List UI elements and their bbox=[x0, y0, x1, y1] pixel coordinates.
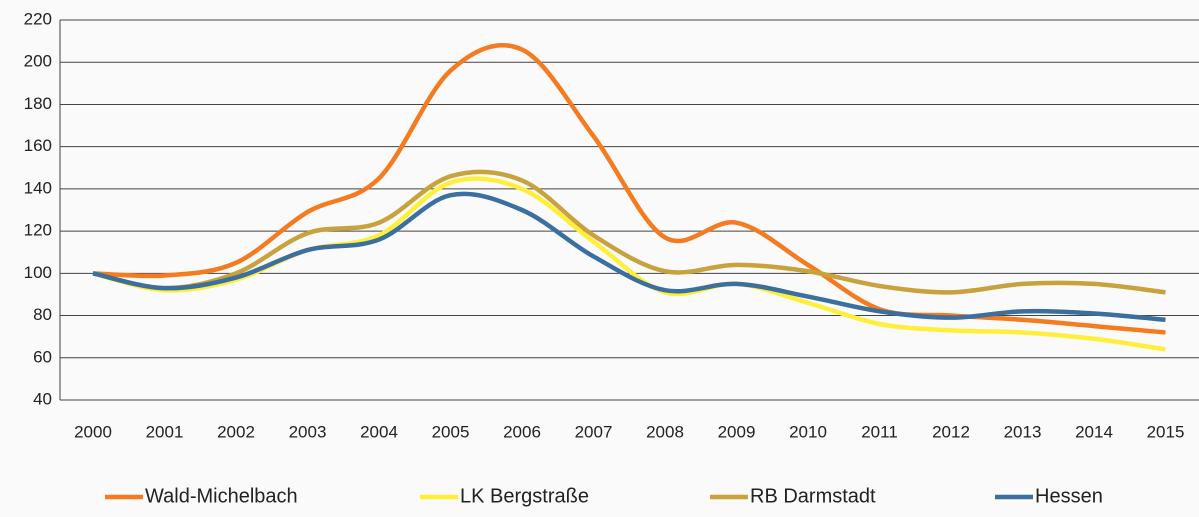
series-line bbox=[92, 169, 1166, 295]
x-tick-label: 2004 bbox=[360, 422, 398, 441]
x-tick-label: 2011 bbox=[861, 422, 898, 441]
x-tick-label: 2014 bbox=[1075, 422, 1113, 441]
y-tick-label: 160 bbox=[24, 136, 52, 155]
x-tick-label: 2005 bbox=[432, 422, 470, 441]
legend-label: Wald-Michelbach bbox=[145, 485, 298, 507]
x-tick-label: 2007 bbox=[575, 422, 613, 441]
x-tick-label: 2012 bbox=[932, 422, 970, 441]
legend-label: LK Bergstraße bbox=[460, 485, 589, 507]
x-tick-label: 2009 bbox=[718, 422, 756, 441]
legend-label: Hessen bbox=[1035, 485, 1103, 507]
x-tick-label: 2002 bbox=[217, 422, 255, 441]
x-tick-label: 2008 bbox=[646, 422, 684, 441]
y-tick-label: 40 bbox=[33, 389, 52, 408]
y-tick-label: 100 bbox=[24, 263, 52, 282]
x-tick-label: 2003 bbox=[289, 422, 327, 441]
x-tick-label: 2000 bbox=[74, 422, 112, 441]
y-tick-label: 220 bbox=[24, 9, 52, 28]
x-tick-label: 2010 bbox=[789, 422, 827, 441]
series-line bbox=[92, 191, 1166, 323]
y-tick-label: 180 bbox=[24, 94, 52, 113]
y-tick-label: 140 bbox=[24, 178, 52, 197]
x-tick-label: 2013 bbox=[1004, 422, 1042, 441]
x-tick-label: 2015 bbox=[1147, 422, 1185, 441]
x-tick-label: 2001 bbox=[146, 422, 184, 441]
y-tick-label: 60 bbox=[33, 347, 52, 366]
y-tick-label: 200 bbox=[24, 52, 52, 71]
x-tick-label: 2006 bbox=[503, 422, 541, 441]
legend-label: RB Darmstadt bbox=[750, 485, 876, 507]
y-tick-label: 120 bbox=[24, 221, 52, 240]
y-tick-label: 80 bbox=[33, 305, 52, 324]
